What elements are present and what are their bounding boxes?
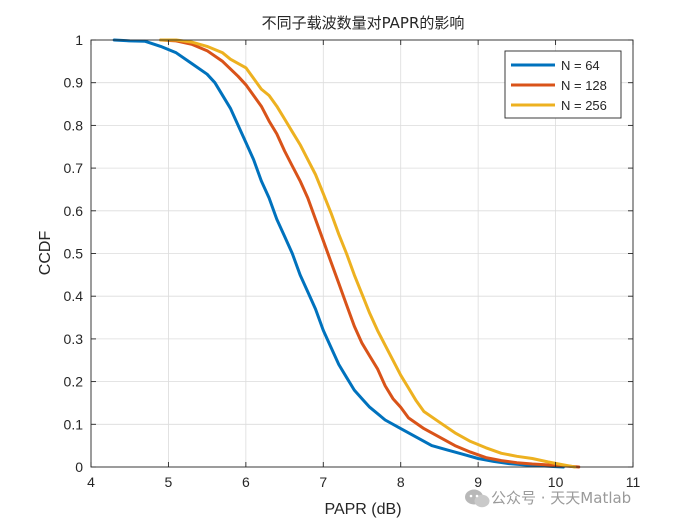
axes <box>90 39 634 468</box>
legend: N = 64 N = 128 N = 256 <box>504 50 622 119</box>
y-tick-label: 0 <box>75 459 83 475</box>
x-tick-label: 11 <box>626 474 641 490</box>
x-tick-label: 5 <box>165 474 173 490</box>
legend-label-3: N = 256 <box>561 98 607 113</box>
y-axis-label: CCDF <box>37 231 54 276</box>
series-line-3 <box>159 38 577 469</box>
wechat-icon <box>465 489 490 508</box>
y-tick-label: 0.6 <box>64 203 84 219</box>
series-line-2 <box>159 38 581 469</box>
x-tick-label: 9 <box>474 474 482 490</box>
y-tick-label: 0.2 <box>64 374 84 390</box>
chart-title: 不同子载波数量对PAPR的影响 <box>262 14 465 32</box>
y-tick-label: 0.4 <box>64 288 84 304</box>
x-tick-label: 7 <box>319 474 327 490</box>
watermark-text: 公众号 · 天天Matlab <box>491 489 631 507</box>
y-tick-label: 1 <box>75 32 83 48</box>
x-tick-labels: 4 5 6 7 8 9 10 11 <box>87 474 640 490</box>
legend-label-2: N = 128 <box>561 78 607 93</box>
x-tick-label: 8 <box>397 474 405 490</box>
y-tick-label: 0.7 <box>64 160 84 176</box>
watermark: 公众号 · 天天Matlab <box>465 489 631 508</box>
y-tick-labels: 0 0.1 0.2 0.3 0.4 0.5 0.6 0.7 0.8 0.9 1 <box>64 32 84 475</box>
x-axis-label: PAPR (dB) <box>324 501 401 518</box>
x-tick-label: 10 <box>548 474 564 490</box>
y-tick-label: 0.9 <box>64 75 84 91</box>
y-tick-label: 0.8 <box>64 117 84 133</box>
x-tick-label: 6 <box>242 474 250 490</box>
series-line-1 <box>112 38 565 469</box>
y-tick-label: 0.5 <box>64 246 84 262</box>
y-tick-label: 0.3 <box>64 331 84 347</box>
y-tick-label: 0.1 <box>64 416 84 432</box>
x-tick-label: 4 <box>87 474 95 490</box>
series-lines <box>112 38 581 469</box>
legend-label-1: N = 64 <box>561 58 600 73</box>
